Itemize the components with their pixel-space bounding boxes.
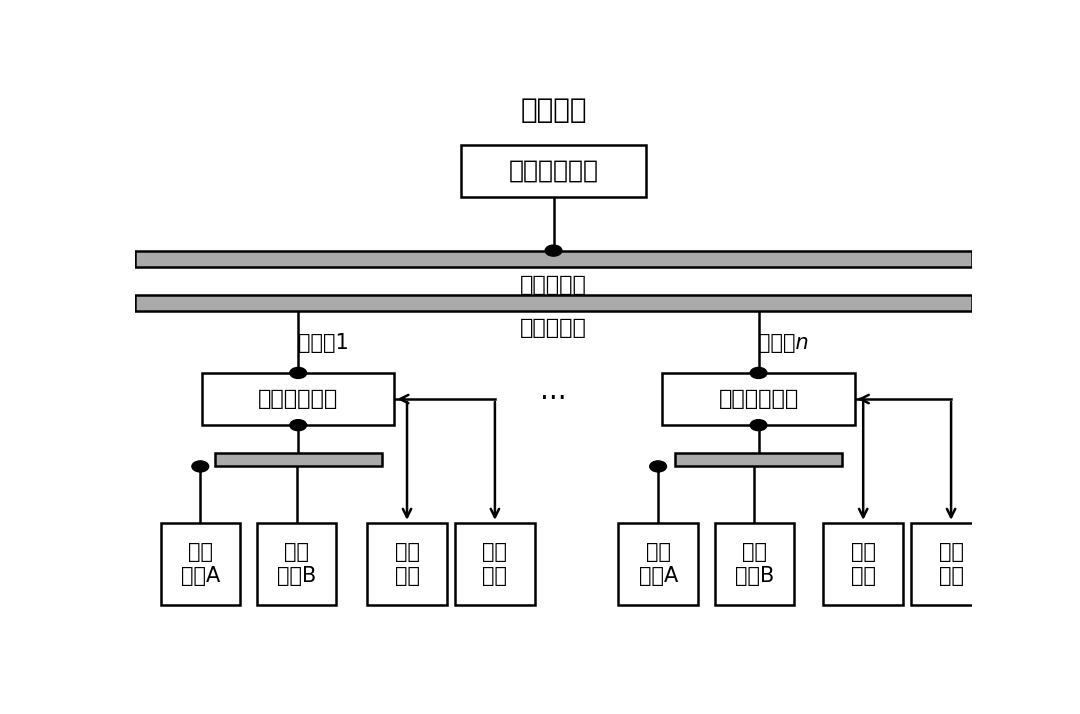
Text: 二平面网络: 二平面网络	[521, 318, 586, 338]
Circle shape	[289, 420, 307, 431]
Bar	[135, 295, 972, 311]
Circle shape	[545, 245, 562, 256]
Bar	[135, 251, 972, 267]
Text: ···: ···	[540, 385, 567, 413]
Circle shape	[650, 461, 666, 472]
Circle shape	[751, 368, 767, 378]
Text: 子站防误主机: 子站防误主机	[718, 389, 799, 409]
Text: 变电站1: 变电站1	[298, 333, 349, 353]
Text: 调度防误系统: 调度防误系统	[509, 159, 598, 183]
Circle shape	[192, 461, 208, 472]
Circle shape	[289, 368, 307, 378]
Text: 一平面网络: 一平面网络	[521, 276, 586, 296]
Text: 监控
主机A: 监控 主机A	[180, 543, 220, 585]
Text: 监控
主机A: 监控 主机A	[638, 543, 678, 585]
Bar	[662, 373, 855, 425]
Bar	[202, 373, 394, 425]
Bar	[215, 453, 382, 466]
Circle shape	[751, 420, 767, 431]
Text: 子站防误主机: 子站防误主机	[258, 389, 338, 409]
Bar	[715, 523, 794, 605]
Text: 监控
主机B: 监控 主机B	[276, 543, 316, 585]
Bar	[257, 523, 336, 605]
Text: 调控中心: 调控中心	[521, 96, 586, 124]
Text: 遥闭
装置: 遥闭 装置	[851, 543, 876, 585]
Bar	[367, 523, 447, 605]
Text: 遥闭
装置: 遥闭 装置	[394, 543, 419, 585]
Bar	[912, 523, 990, 605]
Text: 变电站n: 变电站n	[758, 333, 809, 353]
Text: 其他
装置: 其他 装置	[483, 543, 508, 585]
Bar	[823, 523, 903, 605]
Bar	[455, 523, 535, 605]
Bar	[161, 523, 240, 605]
Text: 监控
主机B: 监控 主机B	[734, 543, 774, 585]
Bar	[619, 523, 698, 605]
Bar	[675, 453, 842, 466]
Text: 其他
装置: 其他 装置	[939, 543, 963, 585]
Bar	[461, 145, 646, 197]
